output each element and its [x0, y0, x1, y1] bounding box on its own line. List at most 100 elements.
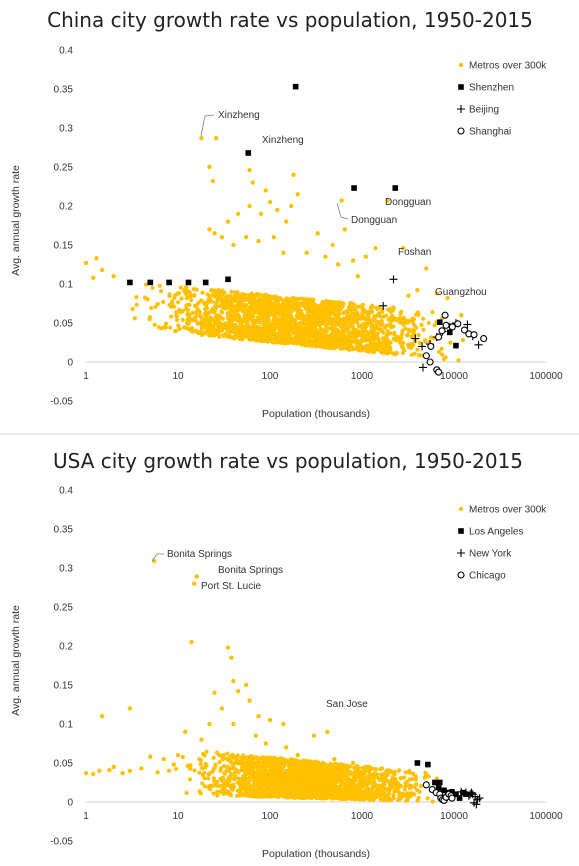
scatter-point — [198, 791, 203, 796]
scatter-point — [232, 336, 237, 341]
scatter-point — [394, 350, 400, 356]
scatter-point — [331, 780, 337, 786]
scatter-point — [257, 318, 263, 323]
scatter-point — [286, 309, 292, 315]
scatter-point — [357, 329, 362, 335]
scatter-point — [324, 328, 329, 333]
scatter-point — [391, 317, 397, 322]
scatter-point — [355, 320, 360, 325]
scatter-point — [403, 770, 409, 775]
scatter-point — [313, 788, 318, 793]
scatter-point — [312, 784, 318, 789]
scatter-point — [329, 771, 334, 776]
scatter-point — [202, 770, 207, 775]
scatter-point — [402, 348, 407, 353]
scatter-point-square — [453, 342, 459, 349]
scatter-point — [373, 245, 378, 251]
x-tick-label: 1000 — [351, 811, 374, 822]
scatter-point — [331, 775, 336, 781]
scatter-point — [405, 332, 410, 337]
x-tick-label: 10 — [172, 811, 184, 822]
x-tick-label: 10000 — [440, 811, 468, 822]
scatter-point — [229, 289, 234, 294]
scatter-point — [235, 312, 240, 317]
x-tick-label: 100000 — [529, 811, 563, 822]
scatter-point — [175, 753, 181, 758]
scatter-point — [325, 784, 330, 789]
scatter-point-plus — [472, 800, 481, 809]
scatter-point — [425, 796, 430, 801]
scatter-point — [297, 296, 303, 302]
scatter-point — [284, 338, 289, 343]
scatter-point — [152, 322, 157, 327]
scatter-point — [266, 334, 272, 339]
scatter-point — [182, 289, 187, 294]
scatter-point — [236, 770, 241, 775]
scatter-point — [256, 764, 261, 769]
series-2 — [457, 787, 484, 809]
scatter-point — [168, 325, 173, 330]
scatter-point — [384, 333, 389, 338]
scatter-point — [302, 331, 307, 336]
scatter-point — [357, 786, 363, 791]
scatter-point — [296, 304, 302, 309]
scatter-point — [198, 762, 203, 767]
series-0-cloud — [130, 282, 465, 363]
scatter-point — [227, 334, 232, 340]
scatter-point — [120, 770, 125, 776]
scatter-point — [421, 327, 426, 332]
scatter-point — [200, 766, 205, 771]
annotation-label: Xinzheng — [218, 110, 260, 121]
scatter-point — [238, 293, 243, 298]
scatter-point — [216, 324, 221, 329]
scatter-point — [344, 309, 350, 314]
scatter-point — [320, 304, 325, 310]
scatter-point — [364, 780, 370, 785]
scatter-point — [228, 754, 233, 759]
scatter-point — [242, 303, 247, 308]
scatter-point — [411, 331, 417, 336]
scatter-point — [337, 767, 342, 772]
scatter-point — [320, 317, 325, 322]
scatter-point — [278, 787, 283, 792]
scatter-point — [247, 203, 252, 209]
scatter-point — [264, 326, 269, 332]
scatter-point — [226, 302, 231, 307]
scatter-point — [280, 327, 285, 333]
scatter-point — [319, 775, 324, 781]
scatter-point — [225, 294, 231, 299]
scatter-point — [202, 331, 207, 336]
scatter-point — [261, 322, 266, 327]
scatter-point — [373, 314, 378, 319]
scatter-point — [349, 339, 354, 344]
scatter-point — [268, 301, 274, 306]
scatter-point — [445, 295, 450, 301]
scatter-point — [244, 761, 250, 766]
scatter-point — [246, 330, 251, 335]
scatter-point — [415, 347, 420, 352]
scatter-point — [208, 317, 213, 322]
scatter-point — [363, 334, 368, 339]
legend-label: Chicago — [469, 571, 506, 582]
scatter-point — [127, 768, 133, 773]
scatter-point — [223, 332, 228, 338]
scatter-point — [219, 296, 224, 301]
scatter-point — [350, 346, 355, 351]
scatter-point — [213, 762, 218, 767]
scatter-point — [188, 766, 193, 771]
scatter-point — [280, 307, 285, 312]
scatter-point — [210, 329, 215, 334]
legend-marker-plus — [457, 105, 465, 113]
scatter-point — [273, 303, 278, 309]
scatter-point — [304, 250, 309, 255]
scatter-point — [416, 312, 421, 317]
scatter-point — [337, 307, 342, 313]
scatter-point — [313, 314, 318, 320]
scatter-point — [309, 783, 314, 788]
annotation-label: Bonita Springs — [218, 565, 283, 576]
x-tick-label: 1 — [83, 371, 89, 382]
scatter-point — [284, 326, 290, 331]
scatter-point — [297, 341, 302, 346]
scatter-point — [187, 777, 193, 782]
